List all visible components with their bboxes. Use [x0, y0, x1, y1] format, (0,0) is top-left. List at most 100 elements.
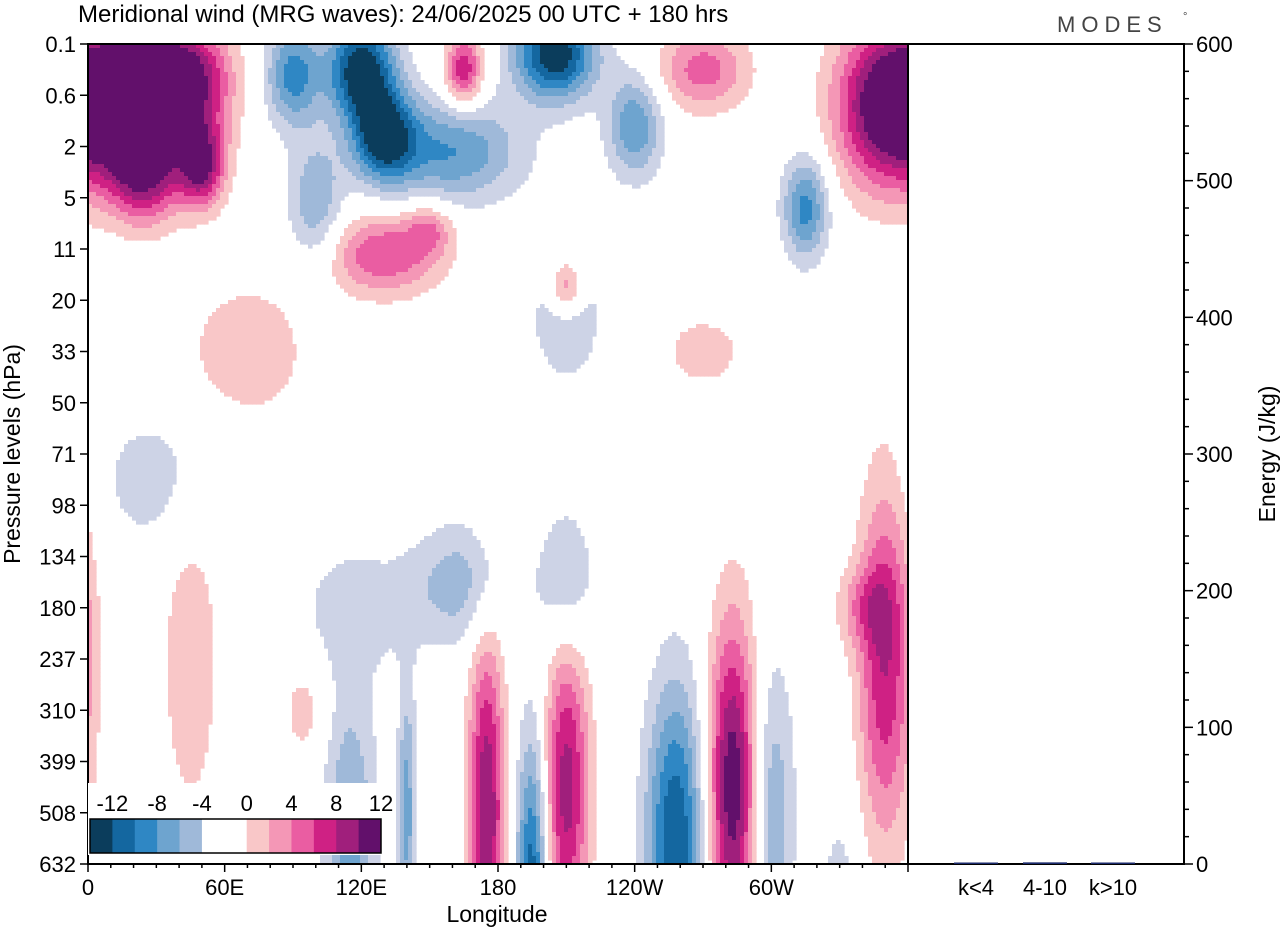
heat-cell — [304, 140, 309, 145]
heat-cell — [220, 156, 225, 161]
heat-cell — [192, 88, 197, 93]
heat-cell — [396, 160, 401, 165]
heat-cell — [892, 104, 897, 109]
heat-cell — [144, 84, 149, 89]
heat-cell — [840, 148, 845, 153]
heat-cell — [412, 100, 417, 105]
heat-cell — [848, 148, 853, 153]
heat-cell — [324, 84, 329, 89]
heat-cell — [452, 136, 457, 141]
heat-cell — [508, 168, 513, 173]
heat-cell — [512, 128, 517, 133]
heat-cell — [860, 128, 865, 133]
heat-cell — [412, 64, 417, 69]
heat-cell — [300, 60, 305, 65]
heat-cell — [188, 72, 193, 77]
heat-cell — [160, 104, 165, 109]
heat-cell — [560, 84, 565, 89]
heat-cell — [612, 128, 617, 133]
heat-cell — [880, 104, 885, 109]
heat-cell — [484, 104, 489, 109]
heat-cell — [352, 88, 357, 93]
heat-cell — [384, 172, 389, 177]
heat-cell — [868, 84, 873, 89]
heat-cell — [236, 132, 241, 137]
heat-cell — [884, 132, 889, 137]
heat-cell — [204, 116, 209, 121]
heat-cell — [488, 140, 493, 145]
heat-cell — [864, 48, 869, 53]
heat-cell — [828, 72, 833, 77]
heat-cell — [420, 108, 425, 113]
heat-cell — [192, 68, 197, 73]
heat-cell — [228, 100, 233, 105]
heat-cell — [656, 148, 661, 153]
heat-cell — [216, 92, 221, 97]
heat-cell — [504, 128, 509, 133]
heat-cell — [424, 100, 429, 105]
heat-cell — [188, 120, 193, 125]
heat-cell — [840, 160, 845, 165]
heat-cell — [488, 148, 493, 153]
heat-cell — [120, 76, 125, 81]
heat-cell — [492, 124, 497, 129]
heat-cell — [636, 148, 641, 153]
heat-cell — [624, 100, 629, 105]
heat-cell — [408, 96, 413, 101]
heat-cell — [340, 148, 345, 153]
heat-cell — [432, 156, 437, 161]
heat-cell — [148, 120, 153, 125]
heat-cell — [444, 80, 449, 85]
heat-cell — [604, 72, 609, 77]
heat-cell — [400, 80, 405, 85]
heat-cell — [672, 80, 677, 85]
heat-cell — [624, 168, 629, 173]
heat-cell — [104, 124, 109, 129]
heat-cell — [132, 92, 137, 97]
heat-cell — [656, 104, 661, 109]
heat-cell — [800, 164, 805, 169]
heat-cell — [320, 76, 325, 81]
heat-cell — [224, 132, 229, 137]
heat-cell — [604, 124, 609, 129]
heat-cell — [540, 128, 545, 133]
heat-cell — [460, 156, 465, 161]
heat-cell — [524, 144, 529, 149]
heat-cell — [392, 144, 397, 149]
heat-cell — [368, 136, 373, 141]
heat-cell — [896, 168, 901, 173]
heat-cell — [144, 64, 149, 69]
heat-cell — [172, 136, 177, 141]
heat-cell — [332, 144, 337, 149]
heat-cell — [468, 84, 473, 89]
heat-cell — [648, 136, 653, 141]
heat-cell — [628, 120, 633, 125]
heat-cell — [476, 64, 481, 69]
heat-cell — [588, 76, 593, 81]
heat-cell — [896, 152, 901, 157]
heat-cell — [160, 116, 165, 121]
heat-cell — [264, 68, 269, 73]
heat-cell — [608, 76, 613, 81]
heat-cell — [388, 132, 393, 137]
heat-cell — [204, 108, 209, 113]
heat-cell — [560, 48, 565, 53]
heat-cell — [352, 124, 357, 129]
heat-cell — [896, 160, 901, 165]
heat-cell — [880, 132, 885, 137]
heat-cell — [212, 64, 217, 69]
heat-cell — [864, 64, 869, 69]
heat-cell — [208, 100, 213, 105]
heat-cell — [316, 112, 321, 117]
heat-cell — [716, 84, 721, 89]
heat-cell — [124, 84, 129, 89]
heat-cell — [524, 100, 529, 105]
heat-cell — [92, 68, 97, 73]
heat-cell — [92, 112, 97, 117]
heat-cell — [272, 96, 277, 101]
heat-cell — [408, 108, 413, 113]
heat-cell — [692, 80, 697, 85]
heat-cell — [180, 48, 185, 53]
heat-cell — [456, 116, 461, 121]
heat-cell — [700, 92, 705, 97]
